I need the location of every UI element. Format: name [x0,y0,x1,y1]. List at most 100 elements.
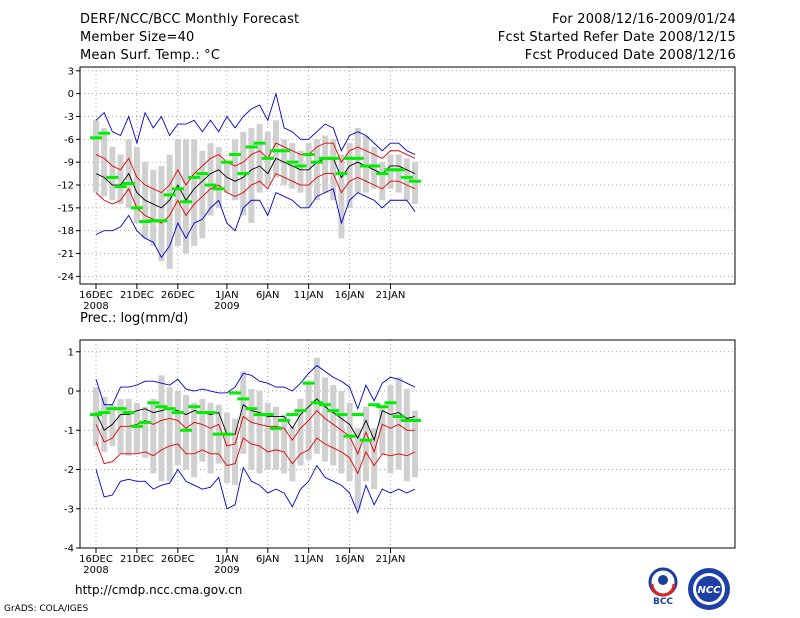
median-marker [384,168,397,172]
median-marker [220,160,233,164]
x-tick-label: 11JAN [294,554,324,565]
median-marker [163,193,176,197]
spread-box [379,162,386,201]
median-marker [400,418,413,422]
spread-box [403,158,410,201]
ensemble-mean-line [95,157,416,209]
median-marker [114,185,127,189]
x-tick-label: 21JAN [376,554,406,565]
median-marker [327,409,340,413]
spread-box [322,135,329,193]
spread-box [109,146,116,201]
x-tick-label: 21DEC [120,554,154,565]
median-marker [212,432,225,436]
spread-box [256,391,263,474]
median-marker [359,438,372,442]
spread-box [395,377,402,470]
spread-box [93,387,99,446]
median-marker [130,424,143,428]
y-tick-label: 0 [68,89,74,100]
median-marker [269,149,282,153]
median-marker [294,164,307,168]
median-marker [253,141,266,145]
median-marker [278,418,291,422]
median-marker [343,156,356,160]
y-tick-label: -3 [64,112,74,123]
median-marker [155,405,168,409]
median-marker [351,156,364,160]
median-marker [376,172,389,176]
ncc-logo-text: NCC [697,585,721,596]
median-marker [155,219,168,223]
median-marker [286,413,299,417]
spread-box [125,398,132,456]
spread-box [166,154,173,269]
extreme-line-max [95,188,416,259]
spread-box [199,150,206,239]
median-marker [376,405,389,409]
median-marker [384,401,397,405]
median-marker [220,432,233,436]
median-marker [196,172,209,176]
x-tick-label: 26DEC [161,290,195,301]
spread-box [362,406,369,482]
median-marker [359,164,372,168]
std-line-lower [95,142,416,194]
median-marker [171,187,184,191]
spread-box [207,143,214,216]
x-tick-label: 26DEC [161,554,195,565]
median-marker [171,411,184,415]
median-marker [261,156,274,160]
median-marker [139,420,152,424]
median-marker [302,153,315,157]
median-marker [245,145,258,149]
spread-box [207,402,214,474]
median-marker [319,156,332,160]
median-marker [269,426,282,430]
median-marker [179,200,192,204]
y-tick-label: -4 [64,544,74,555]
x-tick-label: 1JAN [215,554,238,565]
forecast-range: For 2008/12/16-2009/01/24 [552,12,736,27]
spread-box [158,165,165,262]
y-tick-label: -2 [64,465,74,476]
spread-box [338,154,345,239]
member-size: Member Size=40 [80,30,195,45]
spread-box [248,389,255,470]
y-tick-label: -1 [64,426,74,437]
y-tick-label: -21 [58,249,74,260]
median-marker [163,407,176,411]
y-tick-label: -3 [64,504,74,515]
spread-box [379,406,386,454]
x-tick-label: 11JAN [294,290,324,301]
median-marker [122,411,135,415]
spread-box [256,124,263,193]
median-marker [400,175,413,179]
x-tick-sublabel: 2008 [83,301,108,312]
forecast-produced: Fcst Produced Date 2008/12/16 [524,48,736,63]
median-marker [343,434,356,438]
spread-box [289,426,296,482]
y-tick-label: -9 [64,158,74,169]
median-marker [351,413,364,417]
median-marker [310,401,323,405]
spread-box [240,371,247,454]
median-marker [130,206,143,210]
spread-box [117,154,124,205]
median-marker [409,179,422,183]
source-url[interactable]: http://cmdp.ncc.cma.gov.cn [75,583,243,597]
spread-box [297,398,304,466]
median-marker [237,172,250,176]
median-marker [90,413,102,417]
bcc-logo: BCC [648,567,678,606]
median-marker [310,160,323,164]
spread-box [272,406,279,470]
x-tick-label: 21JAN [376,290,406,301]
median-marker [261,413,274,417]
median-marker [204,411,217,415]
median-marker [98,411,111,415]
spread-box [264,402,271,470]
x-tick-label: 6JAN [256,290,279,301]
